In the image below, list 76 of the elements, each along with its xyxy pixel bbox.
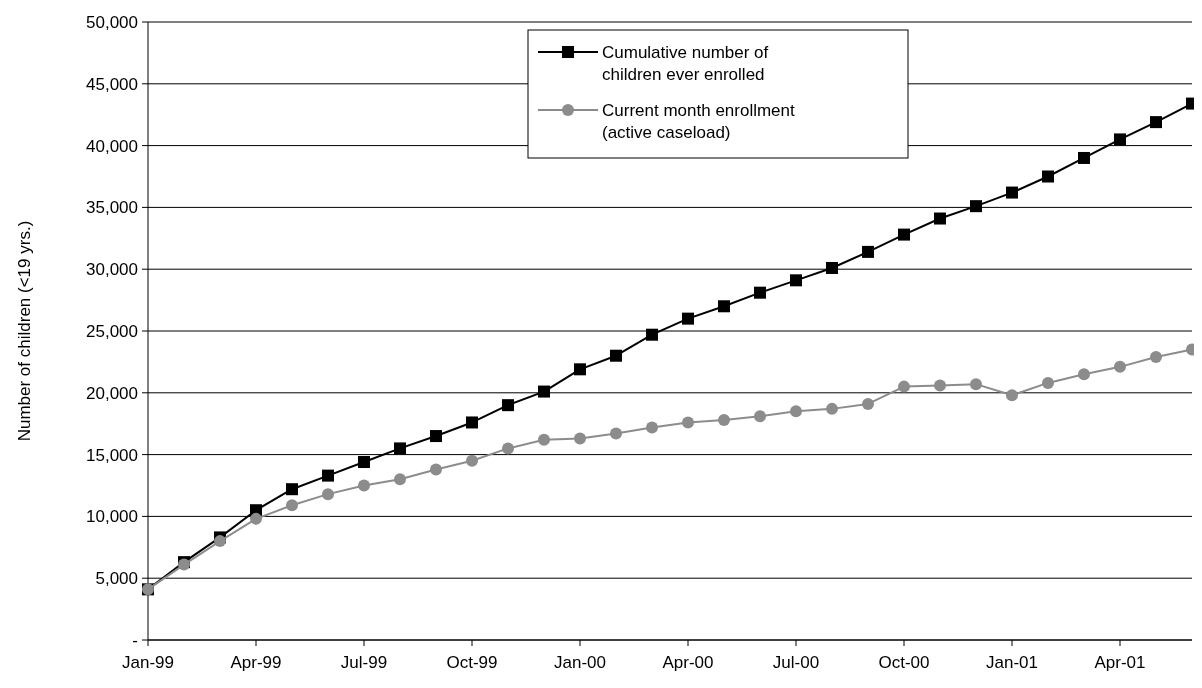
point [646,328,658,341]
point [574,363,586,376]
point [358,456,370,469]
y-tick-label: 40,000 [86,136,138,156]
point [826,402,838,415]
y-tick-label: 35,000 [86,198,138,218]
x-tick-label: Apr-01 [1094,653,1146,672]
point [610,427,622,440]
y-tick-label: 45,000 [86,74,138,94]
y-tick-label: 25,000 [86,321,138,341]
y-tick-label: - [132,630,138,650]
legend-label: Current month enrollment (active caseload) [602,100,796,142]
x-tick-label: Jan-99 [122,653,174,672]
point [538,433,550,446]
point [862,397,874,410]
point [322,488,334,501]
point [970,378,982,391]
x-tick-label: Jul-99 [340,653,388,672]
point [1114,133,1126,146]
x-tick-label: Oct-99 [446,653,498,672]
point [394,473,406,486]
x-tick-label: Jan-01 [986,653,1038,672]
point [574,432,586,445]
point [970,200,982,213]
point [538,385,550,398]
x-tick-label: Apr-99 [230,653,282,672]
y-tick-label: 15,000 [86,445,138,465]
x-tick-label: Jan-00 [554,653,606,672]
point [826,261,838,274]
point [1078,151,1090,164]
point [286,483,298,496]
y-tick-label: 50,000 [86,12,138,32]
point [1150,350,1162,363]
point [214,535,226,548]
point [430,430,442,443]
point [1006,389,1018,402]
point [898,380,910,393]
point [466,454,478,467]
point [502,399,514,412]
y-tick-label: 10,000 [86,507,138,527]
point [718,300,730,313]
point [862,245,874,258]
point [322,469,334,482]
y-tick-label: 5,000 [95,569,138,589]
point [898,228,910,241]
x-tick-label: Oct-00 [878,653,930,672]
point [430,463,442,476]
x-tick-label: Jul-00 [772,653,820,672]
point [754,286,766,299]
point [790,405,802,418]
point [754,410,766,423]
x-tick-label: Apr-00 [662,653,714,672]
point [682,312,694,325]
point [466,416,478,429]
legend-label: Cumulative number of children ever enrolled [602,42,769,84]
point [1150,116,1162,129]
point [790,274,802,287]
point [1006,186,1018,199]
point [682,416,694,429]
point [934,379,946,392]
point [646,421,658,434]
point [358,479,370,492]
point [718,413,730,426]
point [502,442,514,455]
point [250,512,262,525]
y-axis-title: Number of children (<19 yrs.) [15,220,34,442]
point [394,442,406,455]
point [1042,376,1054,389]
point [934,212,946,225]
point [1114,360,1126,373]
point [1078,368,1090,381]
y-tick-label: 30,000 [86,260,138,280]
y-tick-label: 20,000 [86,383,138,403]
point [1042,170,1054,183]
point [610,349,622,362]
point [286,499,298,512]
